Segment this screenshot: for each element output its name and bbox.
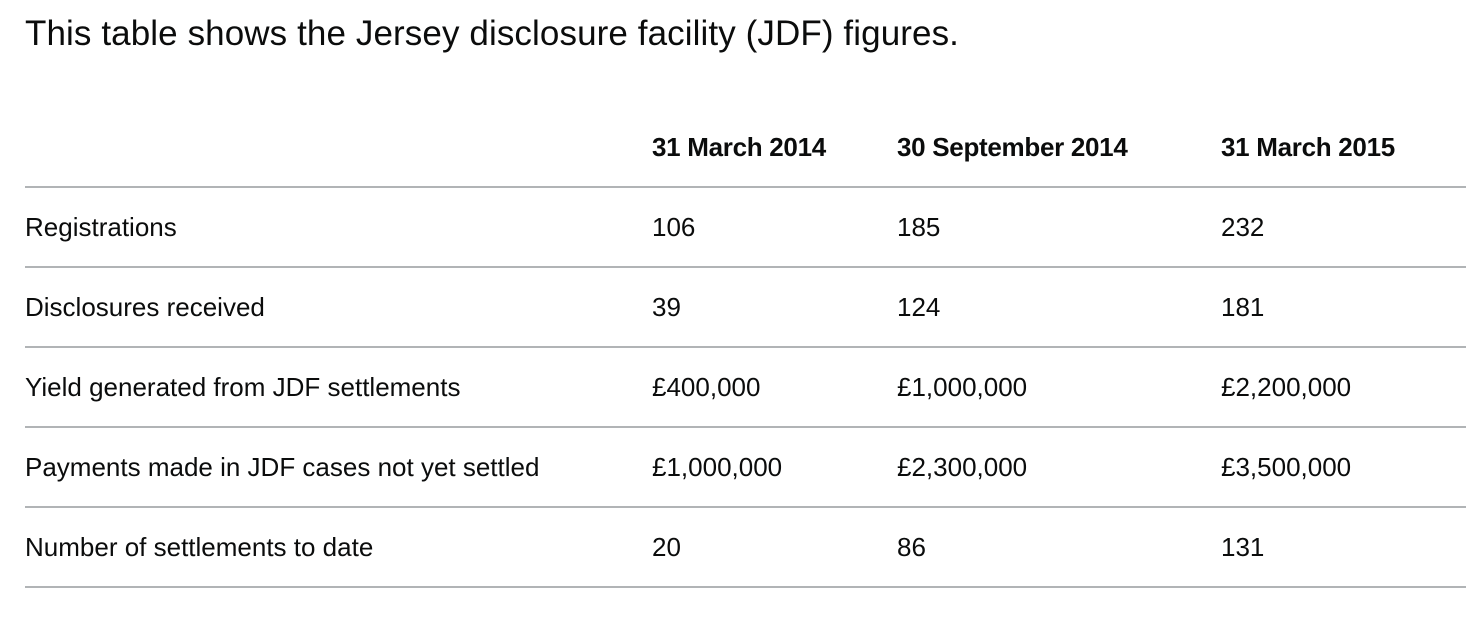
table-row: Disclosures received 39 124 181 — [25, 267, 1466, 348]
table-cell: £400,000 — [652, 347, 897, 428]
row-label: Yield generated from JDF settlements — [25, 347, 652, 428]
table-cell: 106 — [652, 187, 897, 268]
table-caption: This table shows the Jersey disclosure f… — [25, 14, 960, 53]
row-label: Registrations — [25, 187, 652, 268]
header-cell-empty — [25, 108, 652, 188]
table-cell: £3,500,000 — [1221, 427, 1466, 508]
table-cell: 131 — [1221, 507, 1466, 588]
header-cell-30-september-2014: 30 September 2014 — [897, 108, 1221, 188]
table-cell: 185 — [897, 187, 1221, 268]
jdf-figures-table: 31 March 2014 30 September 2014 31 March… — [25, 108, 1466, 588]
table-row: Yield generated from JDF settlements £40… — [25, 347, 1466, 428]
table-row: Payments made in JDF cases not yet settl… — [25, 427, 1466, 508]
table-cell: 39 — [652, 267, 897, 348]
table-cell: £2,200,000 — [1221, 347, 1466, 428]
table-cell: £1,000,000 — [652, 427, 897, 508]
table-cell: 181 — [1221, 267, 1466, 348]
row-label: Number of settlements to date — [25, 507, 652, 588]
table-cell: 86 — [897, 507, 1221, 588]
table-cell: £2,300,000 — [897, 427, 1221, 508]
table-row: Number of settlements to date 20 86 131 — [25, 507, 1466, 588]
table-cell: 232 — [1221, 187, 1466, 268]
row-label: Payments made in JDF cases not yet settl… — [25, 427, 652, 508]
table-cell: 124 — [897, 267, 1221, 348]
header-cell-31-march-2014: 31 March 2014 — [652, 108, 897, 188]
row-label: Disclosures received — [25, 267, 652, 348]
table-cell: 20 — [652, 507, 897, 588]
table-cell: £1,000,000 — [897, 347, 1221, 428]
table-row: Registrations 106 185 232 — [25, 187, 1466, 268]
table-header-row: 31 March 2014 30 September 2014 31 March… — [25, 108, 1466, 188]
header-cell-31-march-2015: 31 March 2015 — [1221, 108, 1466, 188]
